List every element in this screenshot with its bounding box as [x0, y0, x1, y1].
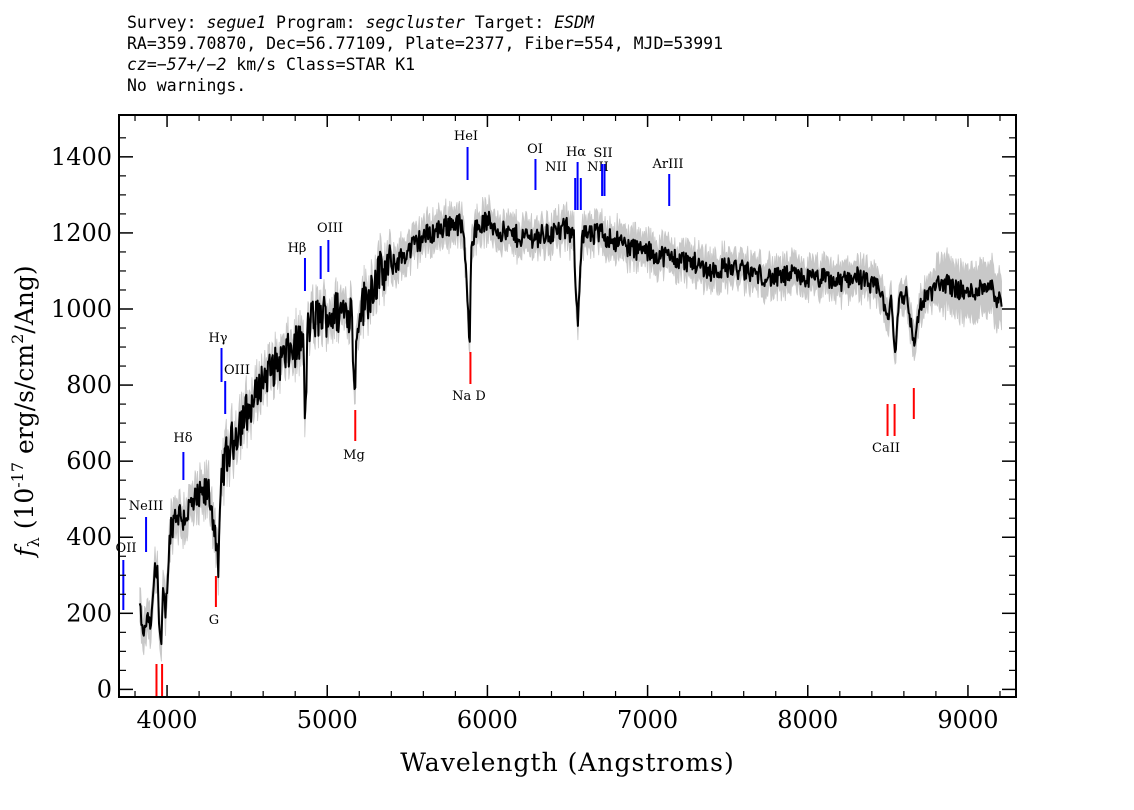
emission-line-label: SII	[593, 146, 612, 161]
emission-line-label: Hδ	[173, 431, 192, 446]
y-tick-label: 1000	[51, 295, 112, 323]
emission-line-label: ArIII	[651, 157, 683, 172]
y-tick-label: 800	[66, 371, 112, 399]
y-tick-label: 1200	[51, 219, 112, 247]
spectrum-header: Survey: segue1 Program: segcluster Targe…	[127, 12, 723, 96]
y-tick-label: 400	[66, 523, 112, 551]
error-band-layer	[139, 194, 1002, 662]
absorption-line-label: Na D	[452, 389, 486, 404]
line-markers-layer: OIINeIIIHδHγOIIIHβOIIIHeIOINIIHαNIISIIAr…	[116, 129, 915, 697]
x-tick-label: 5000	[297, 706, 358, 734]
emission-line-label: NeIII	[129, 499, 163, 514]
emission-line-label: Hγ	[208, 331, 227, 346]
x-axis-label: Wavelength (Angstroms)	[400, 748, 734, 777]
emission-line-label: Hβ	[288, 241, 307, 256]
emission-line-label: OIII	[224, 363, 250, 378]
y-axis-label: fλ (10-17 erg/s/cm2/Ang)	[8, 265, 43, 558]
header-line-coordinates: RA=359.70870, Dec=56.77109, Plate=2377, …	[127, 34, 724, 53]
y-tick-label: 200	[66, 599, 112, 627]
x-tick-label: 8000	[777, 706, 838, 734]
axis-ticks-layer: 4000 5000 6000 7000 8000 9000 0 200 400 600 800 100…	[51, 115, 1016, 734]
emission-line-label: HeI	[454, 129, 478, 144]
emission-line-label: NII	[545, 160, 567, 175]
emission-line-label: OII	[116, 541, 137, 556]
absorption-line-label: G	[209, 613, 219, 628]
x-tick-label: 6000	[457, 706, 518, 734]
flux-series-line	[138, 210, 1003, 646]
x-tick-label: 7000	[617, 706, 678, 734]
emission-line-label: NII	[587, 160, 609, 175]
y-tick-label: 1400	[51, 143, 112, 171]
header-line-survey: Survey: segue1 Program: segcluster Targe…	[127, 13, 594, 32]
x-tick-label: 4000	[137, 706, 198, 734]
flux-error-band	[139, 194, 1002, 662]
y-tick-label: 600	[66, 447, 112, 475]
x-tick-label: 9000	[937, 706, 998, 734]
emission-line-label: Hα	[566, 145, 586, 160]
absorption-line-label: CaII	[872, 441, 900, 456]
flux-line-layer	[138, 210, 1003, 646]
emission-line-label: OIII	[317, 221, 343, 236]
header-line-warnings: No warnings.	[127, 76, 247, 95]
header-line-redshift: cz=−57+/−2 km/s Class=STAR K1	[127, 55, 416, 74]
emission-line-label: OI	[527, 142, 543, 157]
absorption-line-label: Mg	[343, 448, 365, 463]
y-tick-label: 0	[97, 675, 112, 703]
plot-frame	[118, 114, 1017, 698]
